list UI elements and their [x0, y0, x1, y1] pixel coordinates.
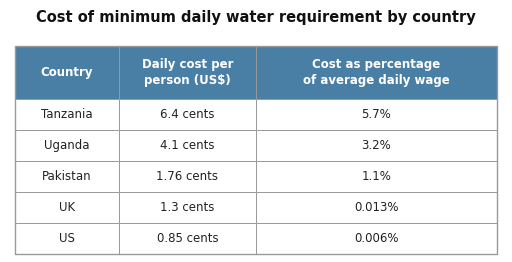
Text: 3.2%: 3.2% — [361, 139, 391, 152]
Bar — [119, 161, 256, 192]
Bar — [15, 192, 119, 223]
Text: Daily cost per
person (US$): Daily cost per person (US$) — [142, 58, 233, 87]
Text: 0.013%: 0.013% — [354, 201, 398, 214]
Text: UK: UK — [59, 201, 75, 214]
Text: Pakistan: Pakistan — [42, 170, 92, 183]
Text: 6.4 cents: 6.4 cents — [160, 108, 215, 121]
Bar — [15, 46, 119, 99]
Bar — [119, 99, 256, 130]
Text: 4.1 cents: 4.1 cents — [160, 139, 215, 152]
Text: 0.85 cents: 0.85 cents — [157, 232, 218, 245]
Bar — [15, 46, 497, 254]
Bar — [15, 130, 119, 161]
Text: 1.3 cents: 1.3 cents — [160, 201, 215, 214]
Bar — [256, 223, 497, 254]
Bar — [119, 223, 256, 254]
Text: 0.006%: 0.006% — [354, 232, 398, 245]
Bar — [119, 46, 256, 99]
Text: 1.76 cents: 1.76 cents — [157, 170, 219, 183]
Text: US: US — [59, 232, 75, 245]
Bar — [15, 223, 119, 254]
Text: Country: Country — [41, 66, 93, 79]
Bar — [119, 192, 256, 223]
Bar — [256, 99, 497, 130]
Bar — [256, 46, 497, 99]
Bar — [256, 192, 497, 223]
Text: Cost of minimum daily water requirement by country: Cost of minimum daily water requirement … — [36, 9, 476, 25]
Bar — [15, 161, 119, 192]
Text: Uganda: Uganda — [45, 139, 90, 152]
Text: Tanzania: Tanzania — [41, 108, 93, 121]
Text: Cost as percentage
of average daily wage: Cost as percentage of average daily wage — [303, 58, 450, 87]
Bar — [256, 130, 497, 161]
Bar — [119, 130, 256, 161]
Bar — [15, 99, 119, 130]
Bar — [256, 161, 497, 192]
Text: 1.1%: 1.1% — [361, 170, 391, 183]
Text: 5.7%: 5.7% — [361, 108, 391, 121]
